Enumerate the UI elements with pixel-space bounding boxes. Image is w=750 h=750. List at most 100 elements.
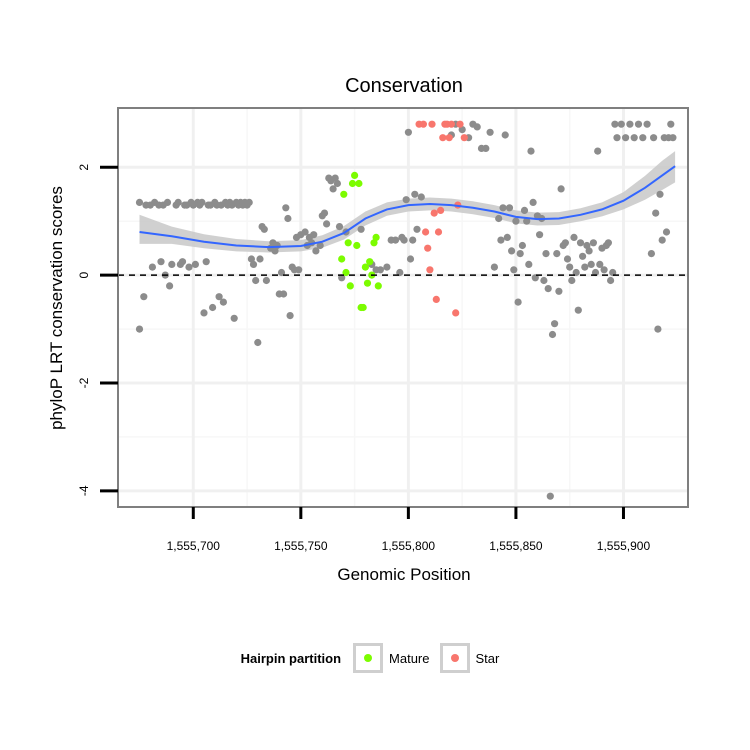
data-point-other — [587, 260, 595, 268]
data-point-other — [490, 263, 498, 271]
data-point-other — [402, 196, 410, 204]
data-point-other — [191, 260, 199, 268]
data-point-star — [424, 244, 432, 252]
data-point-other — [178, 258, 187, 266]
data-point-other — [514, 298, 522, 306]
data-point-other — [284, 214, 292, 223]
data-point-other — [260, 225, 268, 233]
data-point-other — [626, 120, 634, 128]
data-point-other — [482, 144, 490, 152]
data-point-other — [600, 266, 608, 274]
data-point-star — [426, 266, 434, 274]
data-point-other — [557, 185, 565, 193]
legend-key-mature — [353, 643, 384, 673]
data-point-other — [280, 290, 288, 298]
data-point-other — [508, 247, 516, 255]
y-tick-label: -2 — [77, 377, 91, 388]
star-dot-icon — [450, 654, 459, 662]
x-axis-title: Genomic Position — [337, 565, 470, 584]
x-tick-label: 1,555,750 — [274, 539, 328, 553]
data-point-other — [383, 263, 391, 271]
data-point-other — [357, 225, 365, 233]
data-point-other — [505, 204, 514, 212]
mature-dot-icon — [364, 654, 373, 662]
series-star — [415, 120, 468, 317]
data-point-other — [335, 223, 344, 231]
data-point-star — [419, 120, 427, 128]
data-point-other — [256, 255, 264, 263]
smooth-fit-line — [139, 165, 676, 249]
data-point-other — [400, 236, 408, 244]
data-point-other — [568, 276, 576, 285]
data-point-other — [245, 198, 253, 206]
data-point-mature — [361, 263, 369, 271]
data-point-other — [135, 325, 144, 333]
data-point-other — [230, 314, 238, 322]
data-point-other — [536, 231, 544, 239]
data-point-other — [520, 206, 529, 214]
data-point-other — [295, 266, 303, 274]
data-point-star — [437, 206, 445, 214]
data-point-other — [163, 198, 172, 206]
data-point-mature — [351, 171, 359, 179]
series-other — [135, 120, 677, 500]
data-point-other — [658, 236, 666, 244]
plot-panel: 1,555,700 1,555,750 1,555,800 1,555,850 1,55… — [77, 107, 689, 553]
data-point-star — [428, 120, 436, 128]
data-point-other — [331, 174, 339, 182]
data-point-other — [634, 120, 643, 128]
data-point-other — [529, 198, 537, 206]
data-point-mature — [370, 239, 378, 247]
data-point-other — [604, 239, 613, 247]
data-point-other — [320, 209, 329, 217]
data-point-other — [594, 147, 602, 155]
data-point-star — [460, 134, 468, 142]
data-point-mature — [338, 255, 346, 263]
data-point-other — [581, 263, 589, 271]
data-point-mature — [359, 303, 367, 312]
data-point-other — [312, 247, 320, 255]
data-point-other — [271, 247, 279, 255]
y-tick-label: -4 — [77, 485, 91, 496]
data-point-other — [503, 233, 511, 241]
data-point-other — [166, 282, 174, 290]
data-point-other — [458, 126, 466, 134]
data-point-other — [215, 293, 223, 301]
data-point-other — [202, 258, 210, 266]
data-point-other — [596, 260, 604, 268]
data-point-other — [417, 193, 425, 201]
data-point-other — [254, 338, 262, 347]
legend-label-star: Star — [475, 650, 500, 666]
data-point-other — [174, 198, 182, 206]
data-point-other — [140, 293, 148, 301]
data-point-other — [609, 268, 617, 277]
data-point-other — [497, 236, 505, 244]
data-point-other — [540, 276, 548, 285]
data-point-other — [650, 134, 658, 142]
data-point-other — [277, 268, 286, 277]
y-tick-label: 0 — [77, 271, 91, 278]
data-point-other — [333, 179, 341, 188]
data-point-other — [168, 260, 176, 268]
data-point-other — [209, 303, 217, 312]
data-point-other — [252, 276, 260, 285]
data-point-mature — [374, 282, 382, 290]
data-point-star — [445, 134, 453, 142]
data-point-star — [439, 134, 447, 142]
data-point-mature — [363, 279, 372, 287]
x-tick-label: 1,555,850 — [489, 539, 543, 553]
data-point-other — [338, 274, 346, 282]
data-point-other — [473, 123, 481, 131]
data-point-star — [430, 209, 438, 217]
data-point-other — [411, 190, 419, 198]
data-point-other — [585, 247, 593, 255]
data-point-other — [563, 255, 572, 263]
data-point-other — [262, 276, 270, 285]
chart-title: Conservation — [345, 75, 463, 97]
data-point-other — [518, 241, 527, 250]
data-point-star — [432, 295, 440, 303]
data-point-other — [617, 120, 625, 128]
x-tick-label: 1,555,900 — [597, 539, 651, 553]
legend-item-star: Star — [439, 643, 500, 673]
